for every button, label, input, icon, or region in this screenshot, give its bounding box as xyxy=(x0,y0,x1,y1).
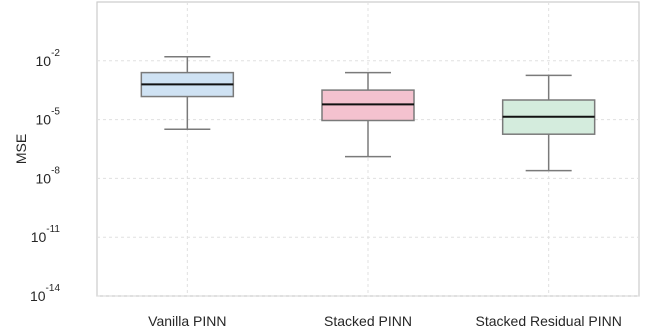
x-category-label: Stacked Residual PINN xyxy=(476,313,622,329)
y-tick-label: 10-8 xyxy=(36,165,61,186)
y-tick-exponent: -5 xyxy=(51,107,60,118)
box-group xyxy=(321,71,415,158)
y-tick-exponent: -8 xyxy=(51,165,60,176)
y-axis-label: MSE xyxy=(13,134,29,164)
box-group xyxy=(501,74,596,172)
y-tick-label: 10-5 xyxy=(36,107,61,128)
y-tick-base: 10 xyxy=(36,112,52,128)
y-tick-base: 10 xyxy=(36,170,52,186)
y-tick-exponent: -14 xyxy=(46,283,61,294)
y-tick-base: 10 xyxy=(30,288,46,304)
y-tick-base: 10 xyxy=(36,53,52,69)
y-tick-exponent: -2 xyxy=(51,48,60,59)
box-group xyxy=(140,56,235,131)
y-tick-base: 10 xyxy=(31,229,47,245)
x-category-label: Stacked PINN xyxy=(324,313,412,329)
y-tick-label: 10-11 xyxy=(31,224,61,245)
x-category-label: Vanilla PINN xyxy=(148,313,226,329)
boxes xyxy=(140,56,596,172)
y-tick-exponent: -11 xyxy=(46,224,60,235)
y-tick-label: 10-14 xyxy=(30,283,60,304)
x-category-labels: Vanilla PINN Stacked PINN Stacked Residual… xyxy=(148,313,622,329)
y-tick-label: 10-2 xyxy=(36,48,61,69)
